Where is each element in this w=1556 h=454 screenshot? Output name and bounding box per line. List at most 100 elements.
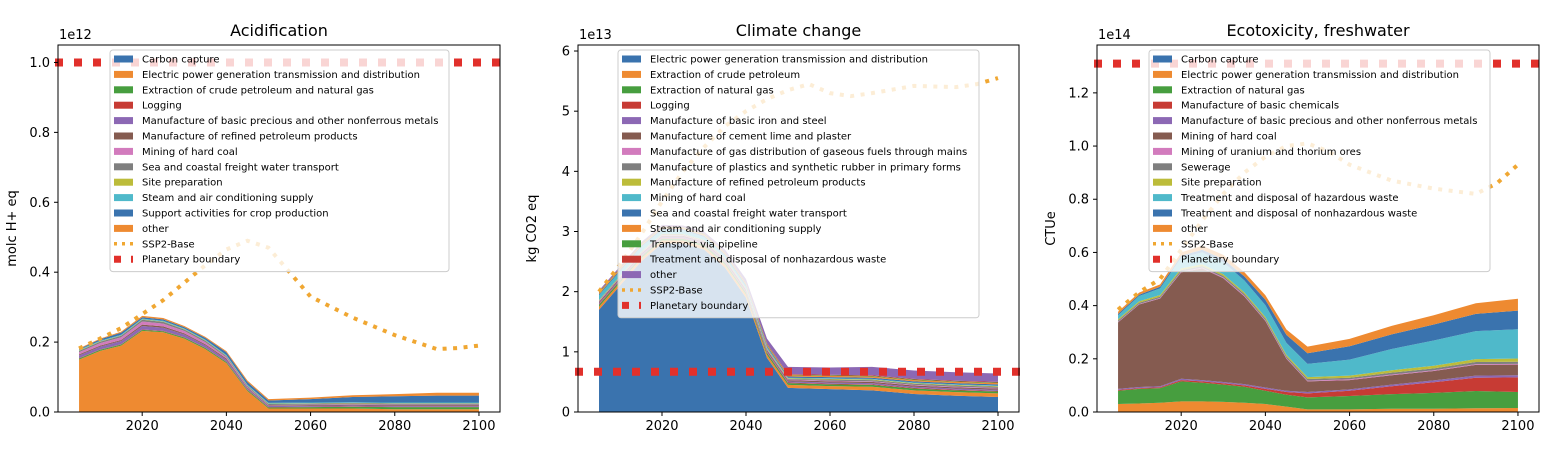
legend-label: Planetary boundary bbox=[142, 255, 240, 266]
legend-label: Sewerage bbox=[1181, 162, 1231, 173]
legend: Electric power generation transmission a… bbox=[617, 49, 980, 319]
legend-label: Manufacture of basic chemicals bbox=[1181, 101, 1339, 112]
stacked-areas bbox=[1118, 245, 1518, 412]
area-series-1 bbox=[1118, 401, 1518, 412]
legend-swatch bbox=[114, 70, 133, 78]
y-tick-label: 0.2 bbox=[1068, 352, 1089, 367]
legend-label: Mining of hard coal bbox=[650, 193, 746, 204]
axes-frame bbox=[57, 44, 501, 413]
legend-label: Extraction of natural gas bbox=[1181, 85, 1305, 96]
legend-swatch bbox=[114, 101, 133, 109]
chart-title: Climate change bbox=[736, 21, 862, 40]
legend-swatch bbox=[622, 178, 641, 186]
legend-label: Manufacture of refined petroleum product… bbox=[650, 178, 866, 189]
legend-label: SSP2-Base bbox=[650, 286, 703, 297]
legend-label: other bbox=[142, 224, 170, 235]
legend-swatch bbox=[622, 209, 641, 217]
y-tick-label: 3 bbox=[562, 225, 570, 240]
legend-label: Steam and air conditioning supply bbox=[650, 224, 822, 235]
y-tick-label: 1 bbox=[562, 345, 570, 360]
y-axis-label: molc H+ eq bbox=[5, 190, 20, 267]
area-series-11 bbox=[1118, 245, 1518, 354]
chart-title: Ecotoxicity, freshwater bbox=[1226, 21, 1410, 40]
legend-label: Manufacture of basic iron and steel bbox=[650, 116, 827, 127]
legend-swatch bbox=[1153, 147, 1172, 155]
legend-swatch bbox=[1153, 117, 1172, 125]
x-tick-label: 2100 bbox=[462, 419, 495, 434]
y-tick-label: 1.0 bbox=[29, 56, 50, 71]
legend-swatch bbox=[114, 117, 133, 125]
legend-swatch bbox=[622, 70, 641, 78]
y-tick-label: 1.2 bbox=[1068, 86, 1089, 101]
y-axis-label: CTUe bbox=[1044, 211, 1059, 246]
x-tick-label: 2040 bbox=[1249, 419, 1282, 434]
x-tick-label: 2100 bbox=[1501, 419, 1534, 434]
legend-swatch bbox=[1153, 209, 1172, 217]
y-tick-label: 0 bbox=[562, 406, 570, 421]
chart-panel-1: 2020 2040 2060 2080 2100 0 1 2 3 4 5 6 Climate chang… bbox=[525, 21, 1022, 434]
legend-swatch bbox=[114, 224, 133, 232]
legend-swatch bbox=[114, 194, 133, 202]
chart-panel-2: 2020 2040 2060 2080 2100 0.0 0.2 0.4 0.6 0.8 1.0 1.… bbox=[1044, 21, 1542, 434]
stacked-areas bbox=[79, 315, 479, 412]
axes-frame bbox=[577, 44, 1020, 413]
x-tick-label: 2040 bbox=[729, 419, 762, 434]
area-series-1 bbox=[79, 330, 479, 412]
legend-label: Site preparation bbox=[1181, 178, 1262, 189]
area-series-9 bbox=[1118, 252, 1518, 378]
legend-swatch bbox=[622, 240, 641, 248]
y-tick-label: 0.4 bbox=[1068, 299, 1089, 314]
legend-box bbox=[617, 49, 980, 319]
y-tick-label: 5 bbox=[562, 105, 570, 120]
legend-swatch bbox=[1153, 55, 1172, 63]
offset-label: 1e14 bbox=[1098, 28, 1131, 43]
area-series-4 bbox=[1118, 375, 1518, 394]
x-tick-label: 2040 bbox=[210, 419, 243, 434]
legend-swatch bbox=[114, 178, 133, 186]
y-tick-label: 0.4 bbox=[29, 266, 50, 281]
legend-swatch bbox=[622, 101, 641, 109]
legend-label: Logging bbox=[142, 101, 182, 112]
legend-swatch bbox=[114, 55, 133, 63]
area-series-10 bbox=[1118, 249, 1518, 364]
legend-label: Treatment and disposal of nonhazardous w… bbox=[649, 255, 886, 266]
area-series-2 bbox=[1118, 381, 1518, 410]
legend-label: Extraction of crude petroleum and natura… bbox=[142, 85, 374, 96]
legend-swatch bbox=[1153, 178, 1172, 186]
y-tick-label: 6 bbox=[562, 45, 570, 60]
legend: Carbon capture Electric power generation … bbox=[109, 49, 450, 273]
legend-label: Manufacture of gas distribution of gaseo… bbox=[650, 147, 967, 158]
legend-label: Transport via pipeline bbox=[649, 239, 758, 250]
legend-swatch bbox=[622, 163, 641, 171]
y-tick-label: 0.8 bbox=[1068, 193, 1089, 208]
legend-label: Extraction of natural gas bbox=[650, 85, 774, 96]
x-tick-label: 2060 bbox=[1333, 419, 1366, 434]
legend-box bbox=[1148, 49, 1491, 273]
chart-panel-0: 2020 2040 2060 2080 2100 0.0 0.2 0.4 0.6 0.8 1.0 Ac… bbox=[5, 21, 503, 434]
y-tick-label: 0.8 bbox=[29, 126, 50, 141]
legend-swatch bbox=[114, 132, 133, 140]
legend: Carbon capture Electric power generation … bbox=[1148, 49, 1491, 273]
y-tick-label: 1.0 bbox=[1068, 140, 1089, 155]
legend-swatch bbox=[622, 224, 641, 232]
y-tick-label: 4 bbox=[562, 165, 570, 180]
legend-label: Electric power generation transmission a… bbox=[142, 70, 420, 81]
y-tick-label: 0.0 bbox=[29, 406, 50, 421]
legend-label: Planetary boundary bbox=[1181, 255, 1279, 266]
x-tick-label: 2020 bbox=[1165, 419, 1198, 434]
legend-swatch bbox=[622, 55, 641, 63]
legend-label: Mining of uranium and thorium ores bbox=[1181, 147, 1361, 158]
legend-label: Carbon capture bbox=[142, 55, 219, 66]
legend-label: Manufacture of refined petroleum product… bbox=[142, 132, 358, 143]
legend-label: Electric power generation transmission a… bbox=[1181, 70, 1459, 81]
legend-label: Manufacture of plastics and synthetic ru… bbox=[650, 162, 961, 173]
x-tick-label: 2080 bbox=[378, 419, 411, 434]
legend-label: Mining of hard coal bbox=[142, 147, 238, 158]
y-tick-label: 0.2 bbox=[29, 336, 50, 351]
legend-label: SSP2-Base bbox=[142, 239, 195, 250]
y-tick-label: 0.0 bbox=[1068, 406, 1089, 421]
legend-label: Support activities for crop production bbox=[142, 209, 329, 220]
legend-label: Carbon capture bbox=[1181, 55, 1258, 66]
legend-label: Manufacture of basic precious and other … bbox=[1181, 116, 1477, 127]
